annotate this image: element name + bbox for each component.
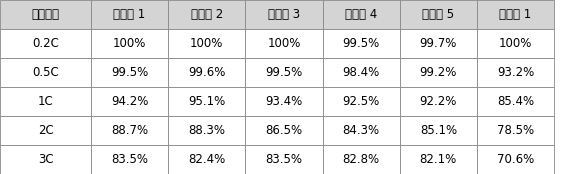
Bar <box>245 145 323 174</box>
Text: 99.5%: 99.5% <box>111 66 148 79</box>
Bar <box>323 116 400 145</box>
Text: 84.3%: 84.3% <box>343 124 380 137</box>
Text: 100%: 100% <box>190 37 223 50</box>
Bar <box>245 29 323 58</box>
Bar <box>323 58 400 87</box>
Bar <box>400 87 477 116</box>
Text: 99.2%: 99.2% <box>420 66 457 79</box>
Text: 实施例 2: 实施例 2 <box>191 8 223 21</box>
Text: 86.5%: 86.5% <box>266 124 302 137</box>
Bar <box>400 145 477 174</box>
Text: 99.7%: 99.7% <box>420 37 457 50</box>
Text: 99.6%: 99.6% <box>188 66 225 79</box>
Text: 实施例 1: 实施例 1 <box>113 8 146 21</box>
Text: 83.5%: 83.5% <box>266 153 302 166</box>
Bar <box>323 29 400 58</box>
Bar <box>91 145 168 174</box>
Text: 100%: 100% <box>113 37 146 50</box>
Text: 实施例 5: 实施例 5 <box>422 8 454 21</box>
Bar <box>477 145 554 174</box>
Text: 1C: 1C <box>37 95 54 108</box>
Text: 99.5%: 99.5% <box>343 37 380 50</box>
Bar <box>168 58 245 87</box>
Bar <box>400 116 477 145</box>
Text: 88.7%: 88.7% <box>111 124 148 137</box>
Bar <box>91 0 168 29</box>
Text: 92.5%: 92.5% <box>343 95 380 108</box>
Text: 100%: 100% <box>267 37 301 50</box>
Bar <box>245 0 323 29</box>
Bar <box>91 87 168 116</box>
Bar <box>400 29 477 58</box>
Bar <box>400 58 477 87</box>
Text: 性能指标: 性能指标 <box>32 8 59 21</box>
Bar <box>0 58 91 87</box>
Bar <box>245 58 323 87</box>
Text: 82.8%: 82.8% <box>343 153 380 166</box>
Text: 实施例 3: 实施例 3 <box>268 8 300 21</box>
Bar <box>477 116 554 145</box>
Bar <box>168 87 245 116</box>
Bar <box>323 87 400 116</box>
Text: 82.1%: 82.1% <box>420 153 457 166</box>
Bar <box>168 0 245 29</box>
Text: 对比例 1: 对比例 1 <box>499 8 532 21</box>
Text: 99.5%: 99.5% <box>266 66 302 79</box>
Text: 2C: 2C <box>37 124 54 137</box>
Bar <box>477 0 554 29</box>
Bar <box>477 58 554 87</box>
Text: 95.1%: 95.1% <box>188 95 225 108</box>
Bar <box>323 0 400 29</box>
Bar <box>91 116 168 145</box>
Text: 92.2%: 92.2% <box>420 95 457 108</box>
Text: 100%: 100% <box>499 37 532 50</box>
Text: 88.3%: 88.3% <box>188 124 225 137</box>
Text: 82.4%: 82.4% <box>188 153 225 166</box>
Bar <box>477 29 554 58</box>
Text: 93.2%: 93.2% <box>497 66 534 79</box>
Text: 94.2%: 94.2% <box>111 95 148 108</box>
Bar <box>91 58 168 87</box>
Text: 0.2C: 0.2C <box>32 37 59 50</box>
Bar <box>91 29 168 58</box>
Bar <box>0 145 91 174</box>
Text: 85.1%: 85.1% <box>420 124 457 137</box>
Text: 3C: 3C <box>37 153 54 166</box>
Text: 93.4%: 93.4% <box>266 95 302 108</box>
Text: 78.5%: 78.5% <box>497 124 534 137</box>
Text: 85.4%: 85.4% <box>497 95 534 108</box>
Bar <box>168 29 245 58</box>
Bar <box>400 0 477 29</box>
Bar <box>168 116 245 145</box>
Bar <box>168 145 245 174</box>
Bar <box>323 145 400 174</box>
Bar <box>245 116 323 145</box>
Bar <box>477 87 554 116</box>
Bar <box>0 29 91 58</box>
Bar <box>0 116 91 145</box>
Bar <box>0 87 91 116</box>
Bar <box>0 0 91 29</box>
Text: 0.5C: 0.5C <box>32 66 59 79</box>
Text: 70.6%: 70.6% <box>497 153 534 166</box>
Text: 实施例 4: 实施例 4 <box>345 8 377 21</box>
Text: 83.5%: 83.5% <box>111 153 148 166</box>
Text: 98.4%: 98.4% <box>343 66 380 79</box>
Bar <box>245 87 323 116</box>
